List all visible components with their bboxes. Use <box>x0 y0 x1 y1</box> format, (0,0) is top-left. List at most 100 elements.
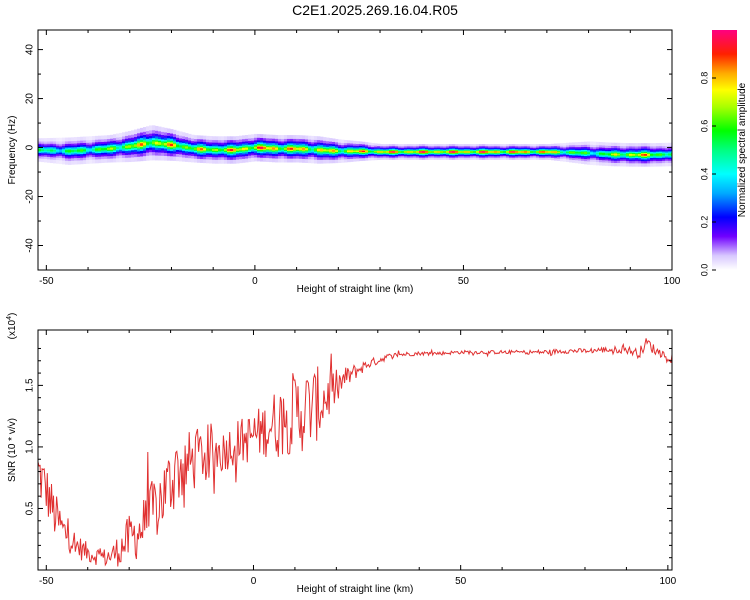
heatmap-cell <box>284 147 288 150</box>
heatmap-cell <box>497 151 501 153</box>
spectrogram-ridge <box>38 125 672 167</box>
heatmap-cell <box>419 151 423 153</box>
heatmap-cell <box>68 150 72 153</box>
heatmap-cell <box>197 147 201 151</box>
heatmap-cell <box>251 146 255 150</box>
heatmap-cell <box>83 149 87 152</box>
heatmap-cell <box>44 149 48 152</box>
heatmap-cell <box>536 151 540 153</box>
heatmap-cell <box>491 151 495 153</box>
heatmap-cell <box>95 148 99 151</box>
x-tick-label: 50 <box>455 576 467 587</box>
spectrogram-x-label: Height of straight line (km) <box>297 284 414 295</box>
heatmap-cell <box>113 147 117 150</box>
heatmap-cell <box>386 151 390 153</box>
x-tick-label: 100 <box>664 276 681 287</box>
heatmap-cell <box>611 153 615 156</box>
heatmap-cell <box>206 148 210 151</box>
heatmap-cell <box>539 151 543 153</box>
heatmap-cell <box>626 153 630 156</box>
heatmap-cell <box>389 151 393 153</box>
heatmap-cell <box>476 151 480 153</box>
y-tick-label: 40 <box>25 44 36 56</box>
heatmap-cell <box>134 144 138 147</box>
heatmap-cell <box>101 148 105 151</box>
heatmap-cell <box>179 145 183 148</box>
heatmap-cell <box>128 145 132 148</box>
colorbar-gradient <box>712 30 737 270</box>
heatmap-cell <box>119 146 123 149</box>
heatmap-cell <box>227 148 231 152</box>
heatmap-cell <box>638 153 642 156</box>
heatmap-cell <box>605 153 609 156</box>
heatmap-cell <box>92 148 96 151</box>
x-tick-label: 0 <box>251 576 257 587</box>
colorbar: 0.0 0.2 0.4 0.6 0.8 Normalized spectral ampl… <box>699 30 748 276</box>
heatmap-cell <box>518 151 522 153</box>
x-tick-label: -50 <box>39 576 54 587</box>
heatmap-cell <box>365 150 369 153</box>
heatmap-cell <box>296 147 300 150</box>
spectrogram-x-ticks: -50 0 50 100 <box>39 30 681 287</box>
heatmap-cell <box>293 147 297 150</box>
heatmap-cell <box>398 151 402 153</box>
heatmap-cell <box>473 151 477 153</box>
heatmap-cell <box>185 146 189 149</box>
heatmap-cell <box>578 151 582 154</box>
heatmap-cell <box>269 147 273 150</box>
heatmap-cell <box>494 151 498 153</box>
heatmap-cell <box>470 151 474 153</box>
spectrogram-panel: -50 0 50 100 -40 -20 0 20 40 Height of straight… <box>7 29 681 295</box>
heatmap-cell <box>572 151 576 154</box>
heatmap-cell <box>38 149 42 151</box>
heatmap-cell <box>53 149 57 152</box>
heatmap-cell <box>374 151 378 153</box>
heatmap-cell <box>107 147 111 150</box>
heatmap-cell <box>230 148 234 152</box>
heatmap-cell <box>266 147 270 150</box>
heatmap-cell <box>545 151 549 153</box>
heatmap-cell <box>467 151 471 153</box>
heatmap-cell <box>77 149 81 152</box>
heatmap-cell <box>173 144 177 147</box>
heatmap-cell <box>422 151 426 153</box>
heatmap-cell <box>221 148 225 152</box>
heatmap-cell <box>431 151 435 153</box>
heatmap-cell <box>566 151 570 154</box>
heatmap-cell <box>380 151 384 153</box>
heatmap-cell <box>200 148 204 151</box>
heatmap-cell <box>98 148 102 151</box>
heatmap-cell <box>560 151 564 153</box>
heatmap-cell <box>86 149 90 152</box>
y-tick-label: -20 <box>25 189 36 204</box>
heatmap-cell <box>248 147 252 150</box>
heatmap-cell <box>524 151 528 153</box>
heatmap-cell <box>464 151 468 153</box>
heatmap-cell <box>350 150 354 153</box>
heatmap-cell <box>164 142 168 146</box>
heatmap-cell <box>368 150 372 153</box>
heatmap-cell <box>395 151 399 153</box>
heatmap-cell <box>272 147 276 150</box>
heatmap-cell <box>245 147 249 150</box>
heatmap-cell <box>254 146 258 149</box>
y-tick-label: 1.0 <box>25 440 36 454</box>
heatmap-cell <box>212 148 216 152</box>
snr-frame <box>37 329 673 571</box>
heatmap-cell <box>176 144 180 148</box>
x-tick-label: -50 <box>39 276 54 287</box>
heatmap-cell <box>596 152 600 155</box>
heatmap-cell <box>482 151 486 153</box>
heatmap-cell <box>500 151 504 153</box>
heatmap-cell <box>644 153 648 156</box>
heatmap-cell <box>446 151 450 153</box>
colorbar-label: Normalized spectral amplitude <box>737 82 748 217</box>
heatmap-cell <box>428 151 432 153</box>
heatmap-cell <box>125 145 129 149</box>
snr-panel: -50 0 50 100 0.5 1.0 1.5 Height of straight l… <box>6 313 677 595</box>
y-tick-label: 0 <box>25 144 36 150</box>
heatmap-cell <box>443 151 447 153</box>
heatmap-cell <box>332 149 336 152</box>
heatmap-cell <box>335 150 339 152</box>
